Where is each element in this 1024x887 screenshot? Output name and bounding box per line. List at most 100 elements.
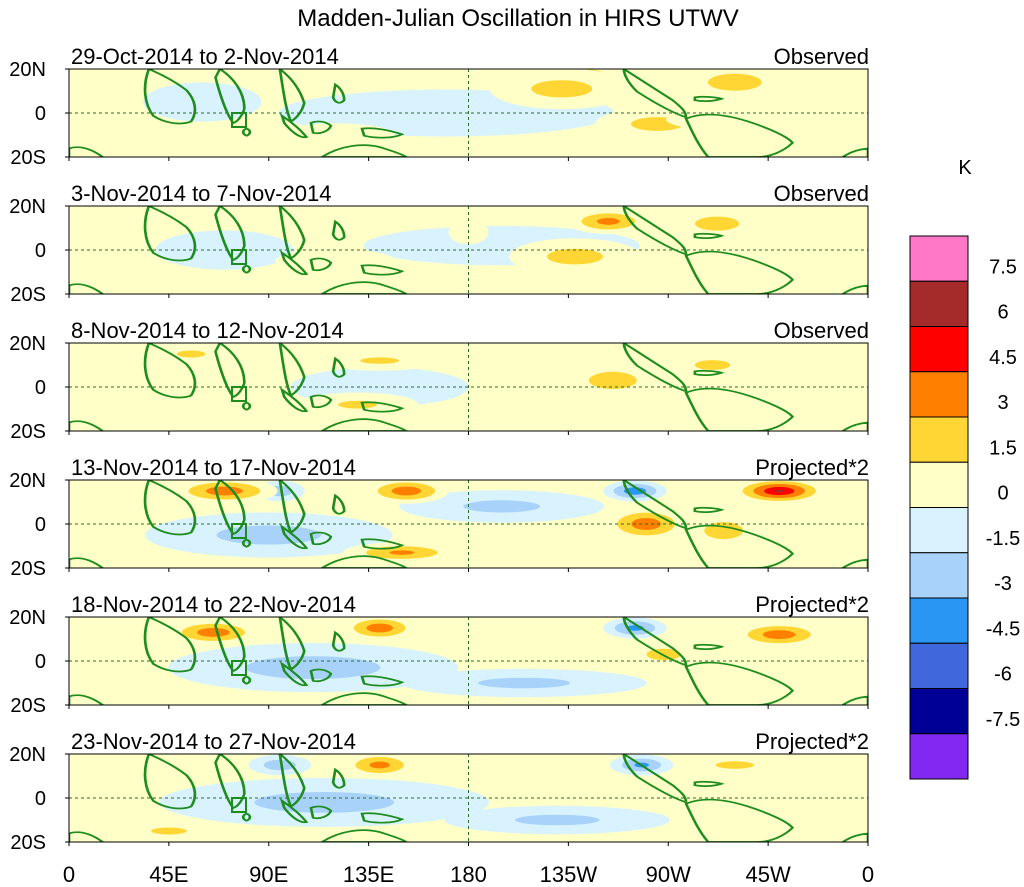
anomaly-contour — [151, 827, 187, 835]
panel-type-label: Projected*2 — [755, 455, 869, 480]
anomaly-contour — [176, 350, 206, 358]
anomaly-contour — [515, 814, 600, 826]
anomaly-contour — [369, 761, 390, 769]
anomaly-contour — [143, 82, 262, 122]
colorbar-label: -3 — [994, 573, 1012, 595]
y-axis-label: 20N — [9, 59, 46, 81]
x-axis-label: 0 — [862, 862, 874, 887]
colorbar-label: 0 — [997, 483, 1008, 505]
anomaly-contour — [704, 522, 744, 540]
anomaly-contour — [774, 489, 784, 493]
anomaly-contour — [297, 213, 396, 234]
y-axis-label: 20N — [9, 333, 46, 355]
x-axis-label: 0 — [63, 862, 75, 887]
panel-type-label: Observed — [774, 44, 869, 69]
mjo-index-box — [231, 112, 247, 128]
y-axis-label: 0 — [35, 514, 46, 536]
panel-type-label: Projected*2 — [755, 729, 869, 754]
x-axis-labels: 0 45E 90E 135E 180 135W 90W 45W 0 — [63, 862, 874, 887]
anomaly-contour — [547, 248, 603, 265]
colorbar-label: -4.5 — [986, 618, 1020, 640]
anomaly-contour — [245, 656, 381, 679]
y-axis-label: 0 — [35, 651, 46, 673]
y-axis-label: 20S — [10, 558, 46, 580]
colorbar-swatch — [909, 733, 969, 780]
x-axis-label: 45W — [746, 862, 791, 887]
colorbar-label: 4.5 — [989, 347, 1017, 369]
y-axis-label: 20N — [9, 744, 46, 766]
colorbar-swatch — [909, 597, 969, 644]
anomaly-contour — [391, 486, 422, 496]
y-axis-label: 20S — [10, 147, 46, 169]
anomaly-contour — [275, 249, 396, 273]
anomaly-contour — [197, 628, 230, 637]
y-axis-label: 20S — [10, 832, 46, 854]
colorbar-label: 6 — [997, 302, 1008, 324]
y-axis-label: 20N — [9, 196, 46, 218]
map-panel: 20N 0 20S 23-Nov-2014 to 27-Nov-2014 Project… — [9, 729, 869, 854]
mjo-index-box — [231, 249, 247, 265]
map-panel: 20N 0 20S 8-Nov-2014 to 12-Nov-2014 Observed — [9, 318, 869, 443]
y-axis-label: 20S — [10, 695, 46, 717]
colorbar-unit-label: K — [958, 157, 972, 179]
colorbar-label: 7.5 — [989, 256, 1017, 278]
colorbar-label: -7.5 — [986, 709, 1020, 731]
panel-type-label: Observed — [774, 318, 869, 343]
anomaly-contour — [477, 677, 571, 689]
colorbar-label: -1.5 — [986, 528, 1020, 550]
panel-date-range: 23-Nov-2014 to 27-Nov-2014 — [71, 729, 356, 754]
y-axis-label: 20S — [10, 421, 46, 443]
y-axis-label: 20S — [10, 284, 46, 306]
anomaly-contour — [666, 107, 826, 132]
colorbar-label: -6 — [994, 664, 1012, 686]
colorbar-swatch — [909, 371, 969, 418]
map-panel: 20N 0 20S 18-Nov-2014 to 22-Nov-2014 Project… — [9, 592, 869, 717]
colorbar-swatch — [909, 280, 969, 327]
map-panel: 20N 0 20S 13-Nov-2014 to 17-Nov-2014 Project… — [9, 455, 869, 580]
colorbar-swatch — [909, 235, 969, 282]
y-axis-label: 20N — [9, 607, 46, 629]
panel-date-range: 3-Nov-2014 to 7-Nov-2014 — [71, 181, 331, 206]
panel-date-range: 13-Nov-2014 to 17-Nov-2014 — [71, 455, 356, 480]
figure-title: Madden-Julian Oscillation in HIRS UTWV — [297, 5, 738, 32]
mjo-index-box — [231, 660, 247, 676]
anomaly-contour — [276, 123, 395, 147]
anomaly-contour — [463, 500, 541, 513]
colorbar-swatch — [909, 461, 969, 508]
mjo-index-box — [231, 797, 247, 813]
mjo-index-box — [231, 386, 247, 402]
x-axis-label: 90W — [646, 862, 691, 887]
colorbar-label: 3 — [997, 392, 1008, 414]
anomaly-contour — [715, 761, 754, 769]
anomaly-contour — [155, 230, 294, 270]
anomaly-contour — [389, 550, 415, 555]
anomaly-contour — [360, 357, 400, 364]
anomaly-contour — [707, 73, 762, 91]
colorbar-swatch — [909, 552, 969, 599]
x-axis-label: 90E — [249, 862, 288, 887]
anomaly-contour — [185, 121, 286, 149]
anomaly-contour — [531, 80, 593, 98]
anomaly-contour — [588, 371, 637, 389]
anomaly-contour — [694, 360, 731, 370]
colorbar: 7.5 6 4.5 3 1.5 0 -1.5 -3 -4.5 -6 -7.5 — [909, 235, 1020, 780]
mjo-index-box — [231, 523, 247, 539]
map-panel: 20N 0 20S 3-Nov-2014 to 7-Nov-2014 Observed — [9, 181, 869, 306]
anomaly-contour — [366, 623, 394, 633]
y-axis-label: 0 — [35, 377, 46, 399]
colorbar-swatch — [909, 416, 969, 463]
x-axis-label: 135W — [540, 862, 598, 887]
anomaly-contour — [254, 792, 394, 813]
colorbar-swatch — [909, 326, 969, 373]
anomaly-contour — [695, 216, 740, 231]
y-axis-label: 0 — [35, 788, 46, 810]
anomaly-contour — [762, 630, 796, 639]
anomaly-contour — [205, 486, 243, 496]
x-axis-label: 135E — [343, 862, 394, 887]
x-axis-label: 180 — [450, 862, 487, 887]
y-axis-label: 20N — [9, 470, 46, 492]
y-axis-label: 0 — [35, 103, 46, 125]
colorbar-swatch — [909, 642, 969, 689]
y-axis-label: 0 — [35, 240, 46, 262]
